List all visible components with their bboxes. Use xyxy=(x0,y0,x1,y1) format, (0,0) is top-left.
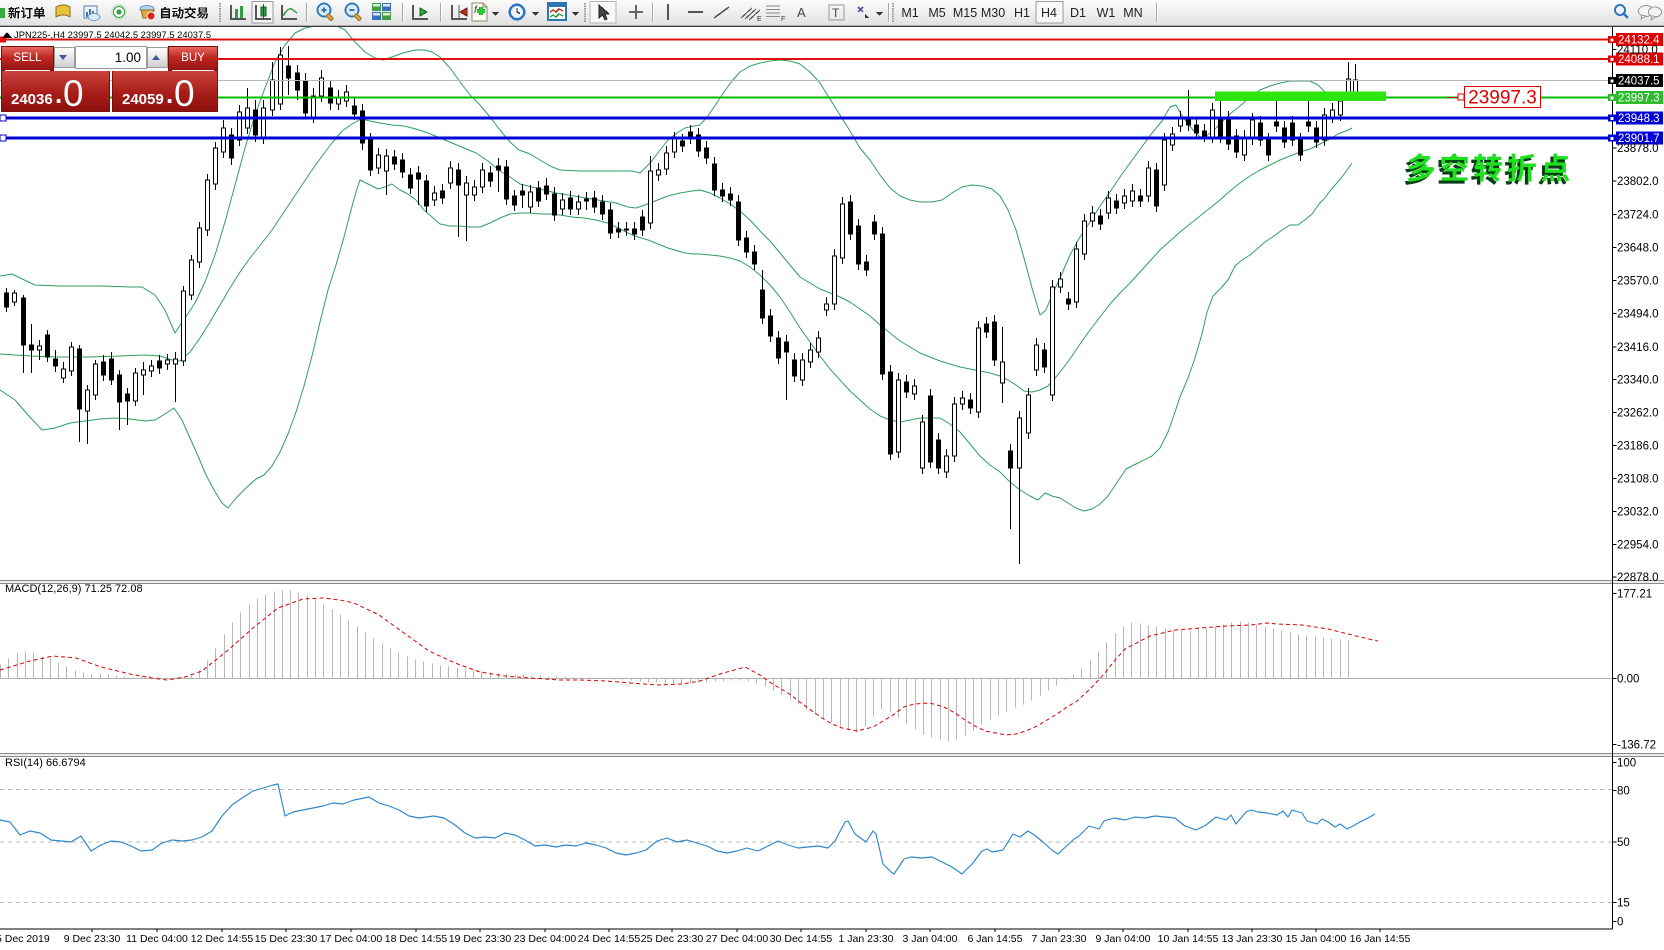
svg-text:MN: MN xyxy=(1123,6,1142,20)
svg-text:23802.0: 23802.0 xyxy=(1617,176,1659,188)
svg-text:23340.0: 23340.0 xyxy=(1617,374,1659,386)
svg-text:M30: M30 xyxy=(981,6,1005,20)
svg-text:23416.0: 23416.0 xyxy=(1617,342,1659,354)
svg-text:23570.0: 23570.0 xyxy=(1617,276,1659,288)
svg-text:M5: M5 xyxy=(928,6,945,20)
svg-text:17 Dec 04:00: 17 Dec 04:00 xyxy=(320,933,383,945)
svg-text:M15: M15 xyxy=(953,6,977,20)
svg-text:23494.0: 23494.0 xyxy=(1617,309,1659,321)
svg-text:177.21: 177.21 xyxy=(1617,589,1652,601)
svg-text:6 Jan 14:55: 6 Jan 14:55 xyxy=(968,933,1023,945)
svg-text:23648.0: 23648.0 xyxy=(1617,243,1659,255)
svg-text:23186.0: 23186.0 xyxy=(1617,440,1659,452)
svg-text:100: 100 xyxy=(1617,758,1636,770)
svg-text:23997.3: 23997.3 xyxy=(1618,93,1660,105)
svg-text:50: 50 xyxy=(1617,837,1630,849)
svg-text:15 Dec 23:30: 15 Dec 23:30 xyxy=(255,933,318,945)
svg-text:15 Jan 04:00: 15 Jan 04:00 xyxy=(1286,933,1347,945)
svg-text:JPN225-,H4 23997.5 24042.5 23: JPN225-,H4 23997.5 24042.5 23997.5 24037… xyxy=(14,29,211,40)
svg-text:23948.3: 23948.3 xyxy=(1618,113,1660,125)
svg-text:18 Dec 14:55: 18 Dec 14:55 xyxy=(385,933,448,945)
svg-text:MACD(12,26,9) 71.25 72.08: MACD(12,26,9) 71.25 72.08 xyxy=(5,583,143,595)
svg-text:-136.72: -136.72 xyxy=(1617,740,1656,752)
svg-text:1 Jan 23:30: 1 Jan 23:30 xyxy=(839,933,894,945)
svg-text:22954.0: 22954.0 xyxy=(1617,540,1659,552)
svg-text:F: F xyxy=(781,16,785,23)
svg-text:80: 80 xyxy=(1617,786,1630,798)
svg-text:24088.1: 24088.1 xyxy=(1618,54,1660,66)
svg-text:16 Jan 14:55: 16 Jan 14:55 xyxy=(1350,933,1411,945)
svg-text:27 Dec 04:00: 27 Dec 04:00 xyxy=(706,933,769,945)
svg-text:24110.0: 24110.0 xyxy=(1617,44,1658,56)
svg-text:23724.0: 23724.0 xyxy=(1617,210,1659,222)
svg-text:T: T xyxy=(832,6,840,20)
svg-text:W1: W1 xyxy=(1097,6,1116,20)
svg-text:7 Jan 23:30: 7 Jan 23:30 xyxy=(1032,933,1087,945)
svg-text:3 Jan 04:00: 3 Jan 04:00 xyxy=(903,933,958,945)
svg-text:24 Dec 14:55: 24 Dec 14:55 xyxy=(578,933,641,945)
svg-text:25 Dec 23:30: 25 Dec 23:30 xyxy=(641,933,704,945)
svg-text:10 Jan 14:55: 10 Jan 14:55 xyxy=(1158,933,1219,945)
svg-text:30 Dec 14:55: 30 Dec 14:55 xyxy=(770,933,833,945)
svg-text:D1: D1 xyxy=(1070,6,1086,20)
svg-text:0.00: 0.00 xyxy=(1617,674,1639,686)
svg-text:23 Dec 04:00: 23 Dec 04:00 xyxy=(514,933,577,945)
svg-text:12 Dec 14:55: 12 Dec 14:55 xyxy=(191,933,254,945)
svg-text:19 Dec 23:30: 19 Dec 23:30 xyxy=(449,933,512,945)
svg-text:0: 0 xyxy=(1617,917,1623,929)
svg-text:H1: H1 xyxy=(1014,6,1030,20)
svg-text:9 Dec 23:30: 9 Dec 23:30 xyxy=(64,933,121,945)
svg-text:23032.0: 23032.0 xyxy=(1617,506,1659,518)
svg-text:13 Jan 23:30: 13 Jan 23:30 xyxy=(1222,933,1283,945)
svg-text:H4: H4 xyxy=(1041,6,1057,20)
svg-text:23901.7: 23901.7 xyxy=(1618,133,1660,145)
svg-text:9 Jan 04:00: 9 Jan 04:00 xyxy=(1096,933,1151,945)
svg-text:15: 15 xyxy=(1617,898,1630,910)
svg-text:23878.0: 23878.0 xyxy=(1617,143,1659,155)
svg-text:11 Dec 04:00: 11 Dec 04:00 xyxy=(126,933,188,945)
svg-text:A: A xyxy=(797,5,806,20)
svg-text:M1: M1 xyxy=(901,6,918,20)
svg-text:23262.0: 23262.0 xyxy=(1617,408,1659,420)
svg-text:f: f xyxy=(474,5,478,16)
svg-text:22878.0: 22878.0 xyxy=(1617,572,1659,584)
svg-text:24037.5: 24037.5 xyxy=(1618,76,1660,88)
svg-text:5 Dec 2019: 5 Dec 2019 xyxy=(0,933,50,945)
svg-text:E: E xyxy=(757,16,762,23)
svg-text:RSI(14) 66.6794: RSI(14) 66.6794 xyxy=(5,757,86,769)
svg-text:23997.3: 23997.3 xyxy=(1468,88,1537,109)
svg-text:23108.0: 23108.0 xyxy=(1617,474,1659,486)
svg-text:24132.4: 24132.4 xyxy=(1618,35,1660,47)
